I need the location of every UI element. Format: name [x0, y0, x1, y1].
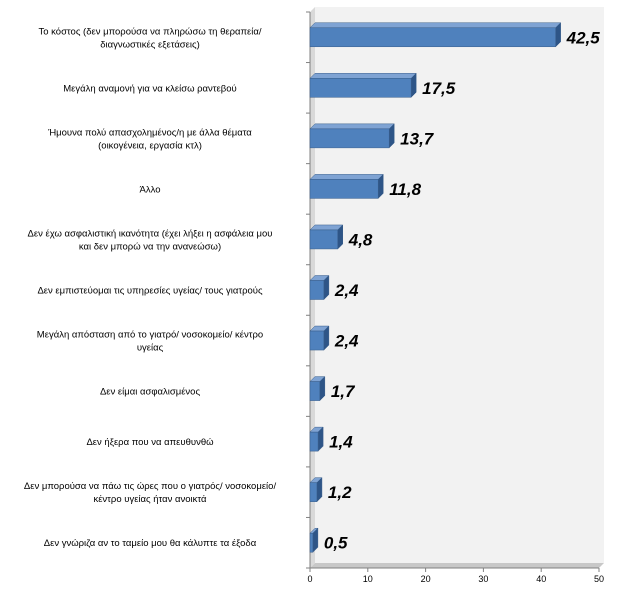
category-label-line: Δεν είμαι ασφαλισμένος: [100, 387, 201, 398]
bar-top-face: [309, 174, 384, 180]
category-label-line: κέντρο υγείας ήταν ανοικτά: [93, 494, 207, 505]
category-label: Το κόστος (δεν μπορούσα να πληρώσω τη θε…: [38, 26, 261, 50]
data-label: 1,7: [331, 382, 356, 401]
data-label: 2,4: [334, 281, 359, 300]
x-tick-label: 30: [478, 574, 488, 584]
bar: [309, 280, 325, 300]
data-label: 17,5: [422, 79, 456, 98]
category-label-line: Δεν μπορούσα να πάω τις ώρες που ο γιατρ…: [24, 481, 277, 492]
data-label: 0,5: [324, 534, 348, 553]
x-tick-label: 0: [307, 574, 312, 584]
category-label: Δεν ήξερα που να απευθυνθώ: [86, 437, 214, 448]
bar-top-face: [309, 22, 562, 29]
bar: [309, 78, 412, 98]
category-label: Άλλο: [140, 184, 161, 195]
data-label: 13,7: [400, 129, 435, 148]
data-label: 1,4: [329, 433, 353, 452]
category-label-line: και δεν μπορώ να την ανανεώσω): [79, 241, 221, 252]
category-label: Ήμουνα πολύ απασχολημένος/η με άλλα θέμα…: [47, 127, 252, 151]
x-tick-label: 10: [363, 574, 373, 584]
data-label: 42,5: [566, 28, 601, 47]
category-label-line: Άλλο: [140, 184, 161, 195]
category-label: Μεγάλη απόσταση από το γιατρό/ νοσοκομεί…: [37, 330, 263, 354]
category-label: Δεν είμαι ασφαλισμένος: [100, 387, 201, 398]
bar: [309, 128, 390, 149]
bar: [309, 229, 338, 250]
bar: [309, 482, 318, 502]
x-tick-label: 40: [536, 574, 546, 584]
category-label-line: υγείας: [137, 343, 164, 354]
category-label-line: Μεγάλη απόσταση από το γιατρό/ νοσοκομεί…: [37, 330, 263, 341]
x-tick-label: 50: [594, 574, 604, 584]
floor: [310, 563, 604, 568]
bar-top-face: [309, 123, 395, 130]
category-label-line: Δεν γνώριζα αν το ταμείο μου θα κάλυπτε …: [44, 538, 257, 549]
category-label: Δεν έχω ασφαλιστική ικανότητα (έχει λήξε…: [28, 228, 273, 252]
category-label-line: Δεν ήξερα που να απευθυνθώ: [86, 437, 214, 448]
category-label: Μεγάλη αναμονή για να κλείσω ραντεβού: [63, 83, 236, 94]
bar-top-face: [309, 224, 344, 231]
bar: [309, 330, 325, 351]
category-label-line: Το κόστος (δεν μπορούσα να πληρώσω τη θε…: [38, 26, 261, 37]
bar: [309, 431, 319, 452]
data-label: 1,2: [328, 483, 352, 502]
data-label: 2,4: [334, 332, 359, 351]
category-label-line: Δεν εμπιστεύομαι τις υπηρεσίες υγείας/ τ…: [37, 286, 263, 297]
data-label: 11,8: [389, 180, 421, 199]
category-label: Δεν γνώριζα αν το ταμείο μου θα κάλυπτε …: [44, 538, 257, 549]
category-label-line: Ήμουνα πολύ απασχολημένος/η με άλλα θέμα…: [47, 127, 252, 138]
bar: [309, 532, 314, 553]
bar: [309, 179, 379, 199]
category-label-line: Δεν έχω ασφαλιστική ικανότητα (έχει λήξε…: [28, 228, 273, 239]
category-label-line: (οικογένεια, εργασία κτλ): [98, 140, 202, 151]
bar: [309, 27, 556, 48]
category-label: Δεν εμπιστεύομαι τις υπηρεσίες υγείας/ τ…: [37, 286, 263, 297]
category-label: Δεν μπορούσα να πάω τις ώρες που ο γιατρ…: [24, 481, 277, 505]
category-label-line: διαγνωστικές εξετάσεις): [100, 39, 200, 50]
category-label-line: Μεγάλη αναμονή για να κλείσω ραντεβού: [63, 83, 236, 94]
bar: [309, 381, 321, 401]
back-wall: [315, 7, 604, 563]
data-label: 4,8: [348, 230, 373, 249]
x-tick-label: 20: [421, 574, 431, 584]
bar-top-face: [309, 73, 417, 79]
